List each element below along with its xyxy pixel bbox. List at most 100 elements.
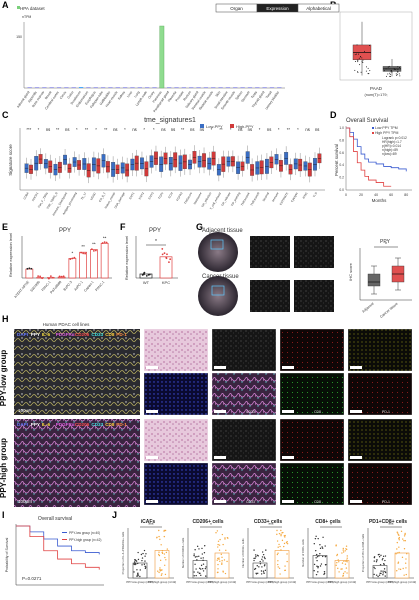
e-point	[26, 267, 29, 270]
e-sig: **	[92, 242, 96, 247]
j-point	[317, 537, 319, 540]
b-point	[388, 65, 390, 67]
j-point	[342, 547, 344, 550]
j-point	[283, 542, 286, 545]
e-point	[103, 241, 106, 243]
j-point	[201, 547, 203, 550]
h-scale-box	[146, 366, 158, 369]
a-tick-label: Colon	[66, 90, 74, 99]
a-bar	[247, 87, 253, 88]
j-point	[226, 560, 228, 563]
j-point	[139, 575, 141, 578]
c-tick-label: TLS	[312, 191, 318, 198]
a-tab-alphabetical[interactable]	[297, 3, 340, 13]
a-bar	[78, 87, 84, 88]
d-stat: n(low)=89	[382, 152, 397, 156]
i-ylabel: Probability of Survival	[5, 538, 9, 573]
j-point	[343, 560, 345, 562]
j-point	[278, 567, 281, 570]
f-tick-label: KPC	[162, 280, 170, 285]
h-channel-tag: CD33	[246, 500, 255, 504]
j-point	[217, 546, 219, 548]
panel-f-chart: PPY Relative expression level WT KPC *	[124, 228, 178, 285]
e-point	[62, 275, 65, 278]
j-point	[137, 551, 139, 554]
j-point	[255, 556, 257, 558]
j-point	[164, 573, 167, 576]
h-marker-label: PD-1	[116, 332, 127, 337]
c-tick-label: Th_17	[80, 191, 88, 200]
a-ylabel: nTPM	[22, 15, 31, 19]
a-bar	[34, 87, 40, 88]
e-tick-label: Capan-1	[83, 280, 94, 293]
j-point	[399, 568, 402, 571]
c-sig-label: ns	[190, 127, 194, 132]
b-point	[367, 73, 369, 75]
j-point	[276, 540, 279, 542]
b-point	[391, 71, 393, 73]
panel-i-chart: Overall survival Probability of Survival…	[5, 516, 104, 586]
c-sig-label: *	[153, 127, 155, 132]
j-point	[286, 560, 288, 563]
c-tick-label: TIP_priming	[230, 191, 241, 207]
c-sig-label: **	[85, 127, 89, 132]
f-point	[166, 253, 168, 256]
j-point	[144, 560, 146, 562]
j-point	[196, 555, 198, 558]
j-point	[276, 553, 279, 556]
c-sig-label: *	[124, 127, 126, 132]
j-point	[335, 544, 337, 546]
j-point	[157, 570, 159, 572]
h-channel-tag: CD8	[314, 500, 321, 504]
j-point	[195, 568, 197, 570]
j-point	[382, 572, 384, 574]
f-point	[169, 258, 172, 261]
j-point	[142, 552, 144, 555]
a-bar	[181, 87, 187, 88]
c-tick-label: FGFR3	[175, 191, 183, 202]
d-ytick: 0.6	[339, 151, 344, 155]
b-point	[395, 73, 397, 75]
a-bar	[42, 87, 47, 88]
j-point	[380, 572, 382, 575]
j-bar	[274, 550, 290, 579]
c-sig-label: *	[278, 127, 280, 132]
j-point	[398, 534, 400, 537]
j-point	[280, 549, 282, 551]
panel-c-chart: tme_signatures1 Low-PPY High-PPY Signatu…	[8, 117, 325, 216]
c-tick-label: CD_8_T	[98, 191, 107, 203]
j-point	[198, 548, 200, 550]
h-scale-box	[350, 410, 362, 413]
panel-b-chart: PAAD (num(T)=179;	[339, 11, 413, 97]
h-marker-label: CD206	[75, 332, 90, 337]
d-xtick: 40	[374, 193, 378, 197]
h-channel-tag: CD8	[314, 410, 321, 414]
j-point	[398, 536, 401, 539]
e-point	[49, 275, 52, 278]
c-sig-label: ns	[46, 127, 50, 132]
j-point	[316, 556, 319, 558]
c-sig-label: ns	[65, 127, 69, 132]
h-channel-tag: PD-1	[382, 410, 390, 414]
f-tick-label: WT	[143, 280, 150, 285]
j-bar	[312, 555, 328, 579]
c-sig-label: *	[230, 127, 232, 132]
c-legend-low-swatch	[200, 124, 204, 128]
a-bar	[115, 87, 120, 88]
j-point	[402, 538, 404, 540]
h-thumbnail	[143, 418, 209, 462]
a-tick-label: Rectum	[182, 90, 192, 102]
b-point	[398, 73, 400, 75]
j-point	[344, 571, 346, 573]
j-point	[224, 538, 226, 540]
f-ylabel: Relative expression level	[124, 236, 129, 280]
panel-label-a: A	[2, 0, 9, 10]
a-bar	[218, 87, 223, 88]
j-point	[325, 563, 327, 566]
j-point	[202, 570, 205, 572]
c-sig-label: ns	[238, 127, 242, 132]
j-point	[398, 539, 400, 541]
j-point	[396, 548, 398, 550]
j-point	[223, 559, 226, 561]
